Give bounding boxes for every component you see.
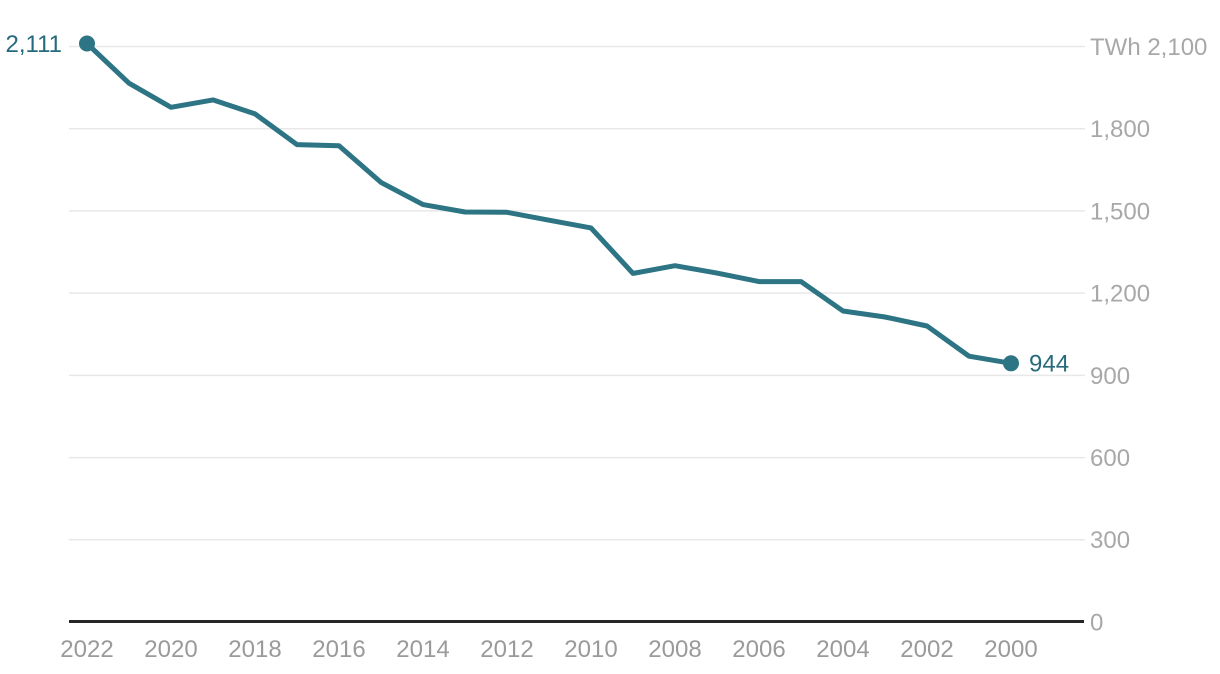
- y-axis-tick-label: 0: [1090, 609, 1103, 636]
- x-axis-tick-label: 2020: [144, 636, 197, 663]
- x-axis-tick-label: 2008: [648, 636, 701, 663]
- value-label-start: 2,111: [6, 31, 63, 58]
- x-axis-tick-label: 2004: [816, 636, 869, 663]
- x-axis-line: [69, 620, 1084, 623]
- x-axis-tick-label: 2014: [396, 636, 449, 663]
- x-axis-tick-label: 2022: [60, 636, 113, 663]
- x-axis-tick-label: 2010: [564, 636, 617, 663]
- y-axis-tick-label: 1,500: [1090, 198, 1150, 225]
- y-axis-tick-label: TWh 2,100: [1090, 34, 1207, 61]
- y-axis-tick-label: 300: [1090, 527, 1130, 554]
- y-axis-tick-label: 1,800: [1090, 116, 1150, 143]
- y-axis-tick-label: 600: [1090, 445, 1130, 472]
- y-axis-tick-label: 1,200: [1090, 281, 1150, 308]
- x-axis-tick-label: 2018: [228, 636, 281, 663]
- endpoint-marker-start: [79, 35, 95, 52]
- x-axis-tick-label: 2016: [312, 636, 365, 663]
- x-axis-tick-label: 2000: [984, 636, 1037, 663]
- y-axis-tick-label: 900: [1090, 363, 1130, 390]
- x-axis-tick-label: 2012: [480, 636, 533, 663]
- data-line: [84, 41, 1014, 366]
- endpoint-marker-end: [1003, 355, 1019, 372]
- x-axis-tick-label: 2006: [732, 636, 785, 663]
- x-axis-tick-label: 2002: [900, 636, 953, 663]
- value-label-end: 944: [1029, 351, 1069, 378]
